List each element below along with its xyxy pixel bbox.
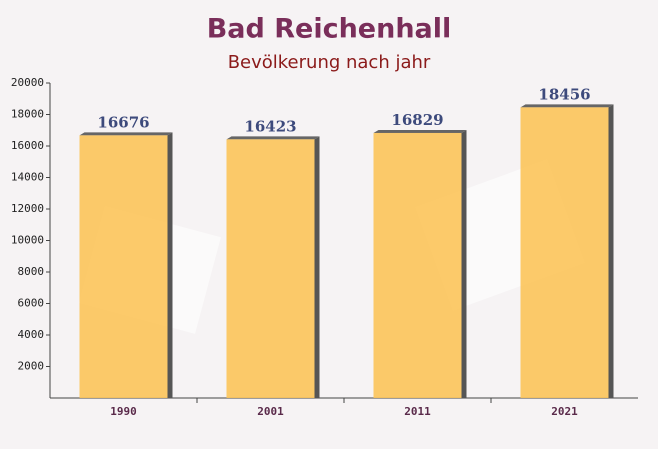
bar [520,107,609,399]
y-tick-label: 4000 [18,328,45,341]
chart-title: Bad Reichenhall [207,14,452,45]
x-tick-label: 2021 [551,405,578,418]
bar-top [226,136,320,140]
bar [79,135,168,398]
y-tick-label: 16000 [11,139,44,152]
value-label: 16829 [391,111,443,129]
bar-top [79,132,173,136]
y-tick-label: 2000 [18,360,45,373]
y-tick-label: 18000 [11,108,44,121]
chart-subtitle: Bevölkerung nach jahr [228,52,431,73]
bar-shadow [461,129,467,399]
x-tick-label: 2001 [257,405,284,418]
value-label: 16423 [244,117,296,135]
y-tick-label: 10000 [11,234,44,247]
bar-top [520,104,614,108]
x-tick-label: 2011 [404,405,431,418]
bar [226,139,315,398]
bar-shadow [167,132,173,398]
bar [373,132,462,399]
y-tick-label: 6000 [18,297,45,310]
value-label: 16676 [97,113,149,131]
x-tick-label: 1990 [110,405,137,418]
bar-shadow [608,104,614,399]
bar-shadow [314,136,320,398]
value-label: 18456 [538,85,590,103]
y-tick-label: 12000 [11,202,44,215]
y-tick-label: 20000 [11,76,44,89]
y-tick-label: 8000 [18,265,45,278]
bar-top [373,129,467,133]
y-tick-label: 14000 [11,171,44,184]
